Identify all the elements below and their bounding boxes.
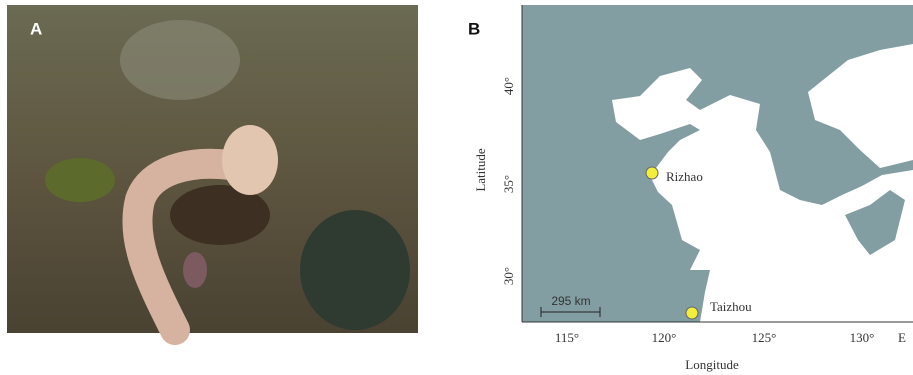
photo-worm-head <box>222 125 278 195</box>
photo-blur <box>120 20 240 100</box>
photo-algae <box>45 158 115 202</box>
x-tick-label: 115° <box>555 330 579 345</box>
x-tick-label: 120° <box>652 330 677 345</box>
site-label: Rizhao <box>666 169 703 184</box>
scale-label: 295 km <box>551 294 590 308</box>
x-tick-label: E <box>898 330 906 345</box>
y-tick-label: 35° <box>501 175 516 193</box>
y-axis-label: Latitude <box>473 148 488 192</box>
panel-label: B <box>468 19 480 38</box>
x-tick-label: 125° <box>752 330 777 345</box>
site-marker <box>686 307 698 319</box>
x-tick-label: 130° <box>850 330 875 345</box>
page: {"panels": [ {"label": "A"}, {"label": "… <box>0 0 913 375</box>
y-tick-label: 30° <box>501 267 516 285</box>
photo: A <box>7 5 418 333</box>
x-axis-label: Longitude <box>685 357 739 372</box>
site-label: Taizhou <box>710 299 752 314</box>
map: B Rizhao Taizhou 295 km 40° 35° 30° Lati… <box>468 5 913 372</box>
site-marker <box>646 167 658 179</box>
panel-label: A <box>30 19 42 38</box>
figure: A B Rizhao Taizhou 295 km 40° 35° 30° La… <box>0 0 913 375</box>
y-tick-label: 40° <box>501 77 516 95</box>
photo-rock <box>300 210 410 330</box>
photo-detail <box>183 252 207 288</box>
